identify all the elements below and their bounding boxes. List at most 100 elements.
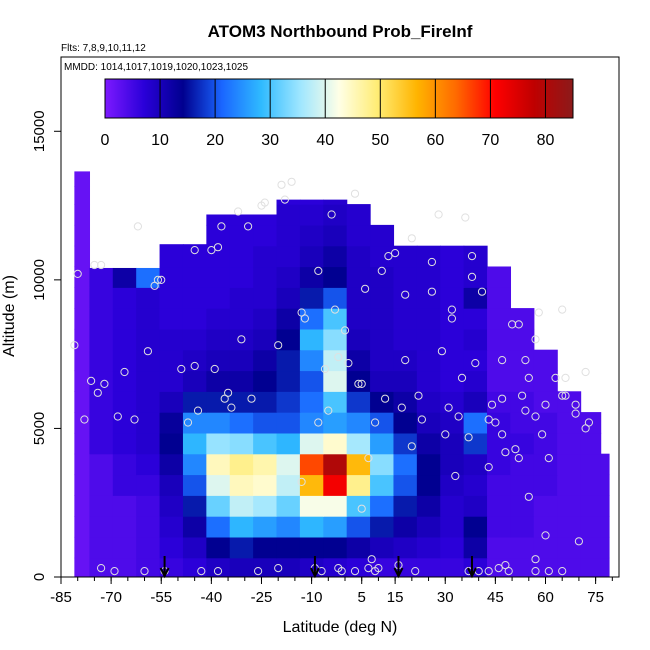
heatmap-cell [370,412,395,434]
heatmap-cell [276,204,301,226]
heatmap-cell [600,516,610,538]
sample-point [357,504,366,513]
heatmap-cell [346,204,371,226]
chart-title: ATOM3 Northbound Prob_FireInf [208,22,473,41]
heatmap-cell [346,412,371,434]
heatmap-cell [276,412,301,434]
heatmap-cell [557,453,582,476]
heatmap-cell [206,474,231,496]
heatmap-cell [487,495,512,517]
heatmap-cell [393,536,418,559]
heatmap-cell [323,474,348,496]
heatmap-cell [323,412,348,434]
sample-point [354,379,363,388]
heatmap-cell [346,516,371,538]
sample-point [437,347,446,356]
sample-point [140,567,149,576]
sample-point [70,341,79,350]
heatmap-cell [510,536,535,559]
heatmap-cell [299,474,324,496]
heatmap-cell [206,266,231,288]
sample-point [177,364,186,374]
sample-point [224,388,233,397]
heatmap-cell [463,287,488,309]
heatmap-cell [487,328,512,351]
heatmap-cell [276,516,301,538]
heatmap-cell [206,453,231,476]
heatmap-cell [510,432,535,455]
heatmap-cell [253,536,278,559]
heatmap-cell [206,370,231,392]
heatmap-cell [159,474,184,496]
sample-point [287,177,296,186]
heatmap-cell [136,474,161,496]
heatmap-cell [487,287,512,309]
sample-point [521,356,530,365]
heatmap-cell [299,453,324,476]
y-tick-label: 10000 [31,259,48,301]
heatmap-cell [557,474,582,496]
colorbar-gradient [104,78,574,119]
heatmap-cell [74,516,91,538]
sample-point [334,353,343,362]
down-arrow-marker [393,556,404,579]
heatmap-cell [510,328,535,351]
heatmap-cell [533,516,558,538]
heatmap-cell [463,495,488,517]
y-axis-label: Altitude (m) [1,275,18,357]
sample-point [361,284,370,293]
heatmap-cell [416,474,441,496]
heatmap-cell [580,412,602,434]
sample-point [97,564,106,573]
heatmap-cell [253,370,278,392]
sample-point [558,305,567,314]
heatmap-cell [323,245,348,268]
sample-point [551,373,560,382]
sample-point [558,567,567,576]
heatmap-cell [136,557,161,577]
heatmap-cell [89,267,114,288]
heatmap-cell [159,308,184,330]
heatmap-cell [253,308,278,330]
heatmap-cell [580,432,602,455]
heatmap-cell [416,328,441,351]
heatmap-cell [253,214,278,226]
heatmap-cell [393,245,418,268]
heatmap-cell [299,370,324,392]
heatmap-cell [416,308,441,330]
heatmap-cell [463,474,488,496]
x-tick-label: 5 [358,589,366,606]
sample-point [350,189,360,198]
heatmap-cell [136,432,161,455]
heatmap-cell [74,557,91,577]
sample-point [80,415,89,424]
heatmap-cell [159,412,184,434]
heatmap-cell [229,349,254,372]
heatmap-cell [533,495,558,517]
heatmap-cell [346,349,371,372]
heatmap-cell [74,432,91,455]
sample-point [397,403,406,412]
heatmap-cell [323,328,348,351]
heatmap-cell [253,287,278,309]
sample-point [541,400,550,409]
heatmap-cell [159,244,184,247]
heatmap-cell [74,186,91,205]
heatmap-cell [229,391,254,413]
sample-point [97,260,106,270]
heatmap-cell [229,287,254,309]
heatmap-cell [299,349,324,372]
down-arrow-marker [310,556,320,579]
heatmap-cell [440,370,465,392]
heatmap-cell [182,557,207,577]
x-tick-label: 45 [487,589,504,606]
sample-point [461,213,470,222]
heatmap-cell [393,370,418,392]
heatmap-cell [229,308,254,330]
sample-point [350,567,360,576]
heatmap-cell [229,495,254,517]
heatmap-cell [182,287,207,309]
heatmap-cell [159,495,184,517]
sample-point [541,531,550,540]
sample-point [100,379,109,388]
